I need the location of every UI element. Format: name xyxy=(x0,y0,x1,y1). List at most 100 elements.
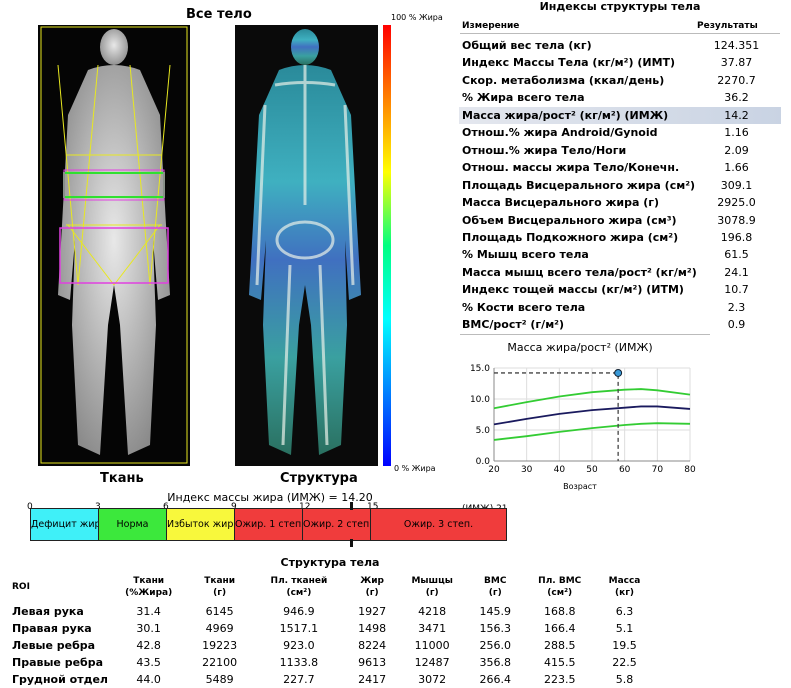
index-label: Масса Висцерального жира (г) xyxy=(462,196,660,210)
fmi-segment: Ожир. 3 степ. xyxy=(370,508,507,541)
index-value: 24.1 xyxy=(724,265,749,279)
roi-name: Левые ребра xyxy=(12,639,96,652)
col-measure: Измерение xyxy=(462,21,520,31)
cell-value: 1927 xyxy=(358,605,387,618)
cell-value: 2417 xyxy=(358,673,387,686)
header-line2: (см²) xyxy=(286,588,312,598)
cell-value: 227.7 xyxy=(283,673,315,686)
cell-value: 288.5 xyxy=(543,639,576,652)
index-row: Скор. метаболизма (ккал/день) 2270.7 xyxy=(459,72,781,89)
index-value: 1.66 xyxy=(724,161,749,175)
y-tick-label: 10.0 xyxy=(470,395,490,405)
index-row: Индекс тощей массы (кг/м²) (ИТМ) 10.7 xyxy=(459,281,781,298)
column-header: Ткани (г) xyxy=(189,575,250,603)
header-divider xyxy=(460,33,780,34)
index-value: 309.1 xyxy=(720,178,753,192)
table-row: Правые ребра 43.5 22100 1133.8 9613 12487 356.… xyxy=(12,654,652,671)
index-label: Площадь Висцерального жира (см²) xyxy=(462,178,696,192)
index-row: Отнош. массы жира Тело/Конечн. 1.66 xyxy=(459,159,781,176)
index-label: Масса мышц всего тела/рост² (кг/м²) xyxy=(462,265,697,279)
index-value: 61.5 xyxy=(724,248,749,262)
index-value: 10.7 xyxy=(724,283,749,297)
index-value: 36.2 xyxy=(724,91,749,105)
fmi-segment: Норма xyxy=(98,508,167,541)
roi-name: Грудной отдел xyxy=(12,673,108,686)
index-label: Индекс тощей массы (кг/м²) (ИТМ) xyxy=(462,283,684,297)
table-row: Левые ребра 42.8 19223 923.0 8224 11000 256.0 2… xyxy=(12,637,652,654)
cell-value: 1517.1 xyxy=(279,622,319,635)
cell-value: 9613 xyxy=(358,656,387,669)
index-label: Отнош.% жира Тело/Ноги xyxy=(462,143,627,157)
x-tick-label: 30 xyxy=(521,465,533,475)
index-label: Индекс Массы Тела (кг/м²) (ИМТ) xyxy=(462,56,676,70)
index-label: % Жира всего тела xyxy=(462,91,585,105)
index-row: % Кости всего тела 2.3 xyxy=(459,299,781,316)
table-row: Правая рука 30.1 4969 1517.1 1498 3471 156.3 16… xyxy=(12,620,652,637)
indices-title: Индексы структуры тела xyxy=(539,0,701,13)
cell-value: 1498 xyxy=(358,622,387,635)
roi-name: Правая рука xyxy=(12,622,92,635)
col-result: Результаты xyxy=(697,21,758,31)
roi-name: Левая рука xyxy=(12,605,84,618)
index-label: BMC/рост² (г/м²) xyxy=(462,318,565,332)
cell-value: 166.4 xyxy=(543,622,576,635)
fmi-tick: 6 xyxy=(163,502,169,512)
header-line1: BMC xyxy=(484,576,507,586)
header-line1: Пл. тканей xyxy=(270,576,328,586)
index-row: Отнош.% жира Тело/Ноги 2.09 xyxy=(459,142,781,159)
index-row: Индекс Массы Тела (кг/м²) (ИМТ) 37.87 xyxy=(459,54,781,71)
cell-value: 19223 xyxy=(202,639,238,652)
header-line1: Масса xyxy=(608,576,641,586)
y-tick-label: 0.0 xyxy=(476,457,491,467)
index-value: 3078.9 xyxy=(717,213,756,227)
cell-value: 6.3 xyxy=(615,605,634,618)
roi-name: Правые ребра xyxy=(12,656,104,669)
fmi-age-chart: 20 30 40 50 60 70 80 0.0 5.0 10.0 15.0 xyxy=(470,364,696,475)
y-tick-label: 5.0 xyxy=(476,426,491,436)
header-line2: (см²) xyxy=(547,588,573,598)
index-value: 0.9 xyxy=(727,318,746,332)
header-line1: Мышцы xyxy=(411,576,453,586)
index-value: 196.8 xyxy=(720,230,753,244)
index-value: 2.3 xyxy=(727,300,746,314)
cell-value: 5489 xyxy=(205,673,234,686)
x-tick-label: 80 xyxy=(684,465,696,475)
cell-value: 923.0 xyxy=(283,639,315,652)
fmi-segment: Избыток жира xyxy=(166,508,235,541)
header-line2: (%Жира) xyxy=(125,588,173,598)
cell-value: 5.8 xyxy=(615,673,634,686)
x-tick-label: 50 xyxy=(586,465,598,475)
fmi-marker xyxy=(350,502,354,547)
fmi-tick: 9 xyxy=(231,502,237,512)
index-label: Площадь Подкожного жира (см²) xyxy=(462,230,679,244)
column-header: Мышцы (г) xyxy=(396,575,468,603)
header-line2: (кг) xyxy=(614,588,635,598)
header-line2: (г) xyxy=(488,588,502,598)
scale-bottom-label: 0 % Жира xyxy=(394,464,436,473)
index-row: Масса жира/рост² (кг/м²) (ИМЖ) 14.2 xyxy=(459,106,781,124)
fmi-tick: 0 xyxy=(27,502,33,512)
index-row: Масса мышц всего тела/рост² (кг/м²) 24.1 xyxy=(459,264,781,281)
fmi-bar-title: Индекс массы жира (ИМЖ) = 14.20 xyxy=(167,491,373,504)
index-value: 124.351 xyxy=(713,39,760,52)
composition-table: ROI Ткани (%Жира) Ткани (г) Пл. тканей (см²) Жи… xyxy=(12,575,652,688)
chart-xlabel: Возраст xyxy=(563,482,597,491)
fmi-segment: Ожир. 1 степ. xyxy=(234,508,303,541)
tissue-scan-image xyxy=(38,25,190,466)
structure-scan-image xyxy=(235,25,378,466)
index-label: Общий вес тела (кг) xyxy=(462,39,592,52)
header-line2: (г) xyxy=(213,588,227,598)
cell-value: 43.5 xyxy=(136,656,161,669)
index-label: % Кости всего тела xyxy=(462,300,586,314)
index-value: 2.09 xyxy=(724,143,749,157)
index-value: 1.16 xyxy=(724,126,749,140)
header-line1: Ткани xyxy=(133,576,165,586)
table-row: Грудной отдел 44.0 5489 227.7 2417 3072 266.4 2… xyxy=(12,671,652,688)
cell-value: 11000 xyxy=(414,639,450,652)
header-line1: ROI xyxy=(12,582,30,592)
index-row: Площадь Подкожного жира (см²) 196.8 xyxy=(459,229,781,246)
cell-value: 223.5 xyxy=(543,673,576,686)
cell-value: 6145 xyxy=(205,605,234,618)
composition-title: Структура тела xyxy=(280,556,380,569)
cell-value: 19.5 xyxy=(612,639,637,652)
